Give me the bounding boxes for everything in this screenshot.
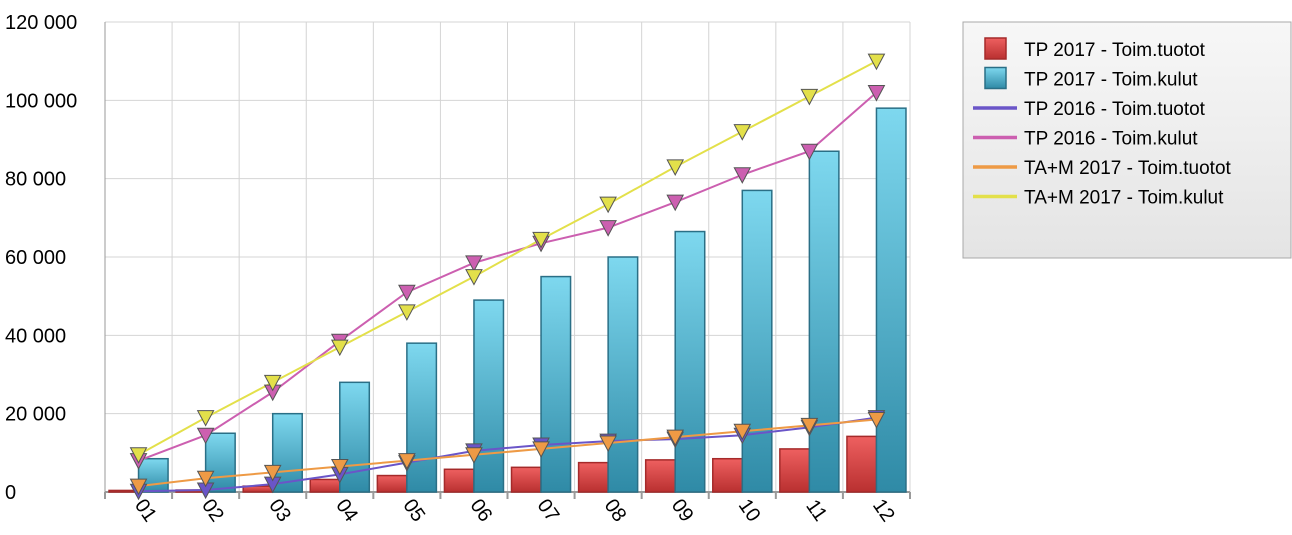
marker-tam2017-tuotot [330,459,349,476]
x-tick-label: 02 [197,495,228,526]
bar-tp2017-kulut [540,275,572,493]
marker-tp2016-kulut [398,284,416,302]
marker-tam2017-kulut [129,447,148,464]
line-tam2017-kulut [138,60,877,456]
legend-swatch-bar [984,37,1007,60]
axes [104,22,911,499]
marker-tam2017-kulut [733,124,752,141]
legend-swatch-bar [984,66,1007,90]
bar-tp2017-kulut [406,342,438,493]
x-tick-label: 11 [801,496,831,526]
bar-tp2017-kulut [204,432,236,493]
marker-tp2016-kulut [800,143,819,161]
bar-tp2017-tuotot [712,457,744,493]
bar-tp2017-kulut [674,230,706,493]
legend-label: TP 2017 - Toim.tuotot [1024,40,1206,61]
marker-tam2017-kulut [465,269,483,286]
marker-tam2017-tuotot [263,464,282,482]
bar-tp2017-tuotot [376,474,408,493]
legend-label: TA+M 2017 - Toim.tuotot [1024,158,1232,179]
x-tick-label: 05 [398,495,429,526]
x-tick-label: 04 [331,495,362,526]
y-tick-label: 80 000 [5,169,66,191]
marker-tam2017-kulut [532,231,550,249]
marker-tp2016-kulut [196,427,215,445]
x-tick-label: 07 [533,495,564,526]
marker-tam2017-kulut [196,410,215,427]
bar-tp2017-kulut [808,150,840,493]
marker-tp2016-kulut [666,194,685,212]
bar-tp2017-tuotot [779,448,811,493]
grid-lines [105,21,911,492]
y-tick-label: 0 [5,482,16,504]
marker-tam2017-tuotot [666,429,685,447]
y-tick-label: 20 000 [5,404,66,426]
legend-label: TP 2016 - Toim.tuotot [1024,99,1206,120]
x-tick-label: 01 [130,495,161,526]
y-tick-label: 100 000 [5,90,77,112]
bars [108,107,907,493]
bar-tp2017-tuotot [309,478,341,493]
marker-tam2017-kulut [330,339,349,357]
x-tick-label: 12 [868,495,899,526]
x-tick-label: 10 [734,495,765,526]
x-tick-label: 09 [667,495,698,526]
series-markers [129,53,886,501]
marker-tam2017-tuotot [129,478,148,496]
legend-label: TP 2016 - Toim.kulut [1024,129,1198,150]
marker-tam2017-tuotot [867,412,886,429]
marker-tam2017-kulut [599,196,617,214]
bar-tp2017-tuotot [443,468,475,493]
bar-tp2017-tuotot [644,459,676,493]
x-tick-label: 08 [600,495,631,526]
y-tick-label: 40 000 [5,325,66,347]
bar-tp2017-tuotot [577,461,609,493]
marker-tp2016-kulut [465,255,483,272]
marker-tp2016-kulut [867,85,886,102]
y-tick-label: 120 000 [5,12,77,34]
bar-tp2017-kulut [339,381,371,493]
x-tick-label: 06 [465,495,496,526]
marker-tp2016-kulut [733,167,752,184]
marker-tam2017-kulut [398,304,416,321]
bar-tp2017-kulut [741,189,773,493]
marker-tam2017-kulut [263,374,282,392]
legend: TP 2017 - Toim.tuotot TP 2017 - Toim.kulu… [962,21,1292,259]
bar-tp2017-kulut [875,107,907,493]
legend-label: TP 2017 - Toim.kulut [1024,70,1198,91]
marker-tam2017-kulut [666,159,685,176]
bar-tp2017-tuotot [510,466,542,493]
line-tp2016-tuotot [138,416,877,493]
marker-tam2017-tuotot [800,417,819,435]
series-lines [138,60,878,493]
bar-tp2017-tuotot [846,435,878,493]
marker-tp2016-kulut [599,220,617,237]
marker-tam2017-tuotot [465,447,483,464]
legend-box [962,21,1292,259]
bar-tp2017-kulut [473,299,505,493]
marker-tam2017-kulut [867,53,886,71]
marker-tam2017-tuotot [733,423,752,441]
legend-label: TA+M 2017 - Toim.kulut [1024,188,1224,209]
marker-tam2017-tuotot [532,441,550,458]
line-tam2017-tuotot [138,418,877,488]
marker-tam2017-tuotot [599,435,617,453]
marker-tam2017-tuotot [196,470,215,488]
marker-tam2017-tuotot [398,453,416,470]
x-tick-label: 03 [264,495,295,526]
marker-tam2017-kulut [800,88,819,106]
y-tick-label: 60 000 [5,247,66,269]
bar-tp2017-kulut [607,256,639,493]
line-tp2016-kulut [138,91,878,462]
